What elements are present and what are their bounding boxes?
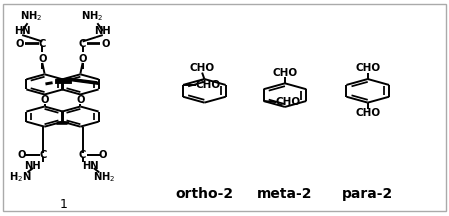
Text: O: O — [38, 54, 47, 64]
FancyBboxPatch shape — [3, 4, 445, 211]
Text: meta-2: meta-2 — [257, 187, 313, 201]
Text: 1: 1 — [59, 198, 67, 211]
Text: H$_2$N: H$_2$N — [9, 170, 32, 184]
Text: CHO: CHO — [276, 97, 301, 107]
Text: CHO: CHO — [273, 68, 298, 78]
Text: C: C — [40, 150, 47, 160]
Text: O: O — [98, 150, 107, 160]
Text: O: O — [76, 95, 84, 105]
Text: C: C — [79, 39, 86, 49]
Text: NH$_2$: NH$_2$ — [81, 9, 104, 23]
Polygon shape — [67, 78, 99, 84]
Text: NH$_2$: NH$_2$ — [92, 170, 115, 184]
Text: NH$_2$: NH$_2$ — [20, 9, 42, 23]
Text: C: C — [79, 150, 86, 160]
Text: CHO: CHO — [355, 63, 380, 73]
Text: CHO: CHO — [189, 63, 215, 73]
Text: C: C — [39, 39, 46, 49]
Text: O: O — [101, 39, 110, 49]
Text: O: O — [40, 95, 49, 105]
Polygon shape — [57, 122, 69, 124]
Text: O: O — [16, 39, 24, 49]
Text: HN: HN — [14, 26, 31, 36]
Polygon shape — [57, 79, 70, 81]
Text: NH: NH — [94, 26, 111, 36]
Text: HN: HN — [82, 161, 98, 171]
Text: CHO: CHO — [195, 80, 220, 90]
Text: O: O — [79, 54, 87, 64]
Text: CHO: CHO — [355, 108, 380, 118]
Text: NH: NH — [25, 161, 41, 171]
Text: para-2: para-2 — [342, 187, 393, 201]
Text: ortho-2: ortho-2 — [175, 187, 233, 201]
Text: O: O — [18, 150, 26, 160]
